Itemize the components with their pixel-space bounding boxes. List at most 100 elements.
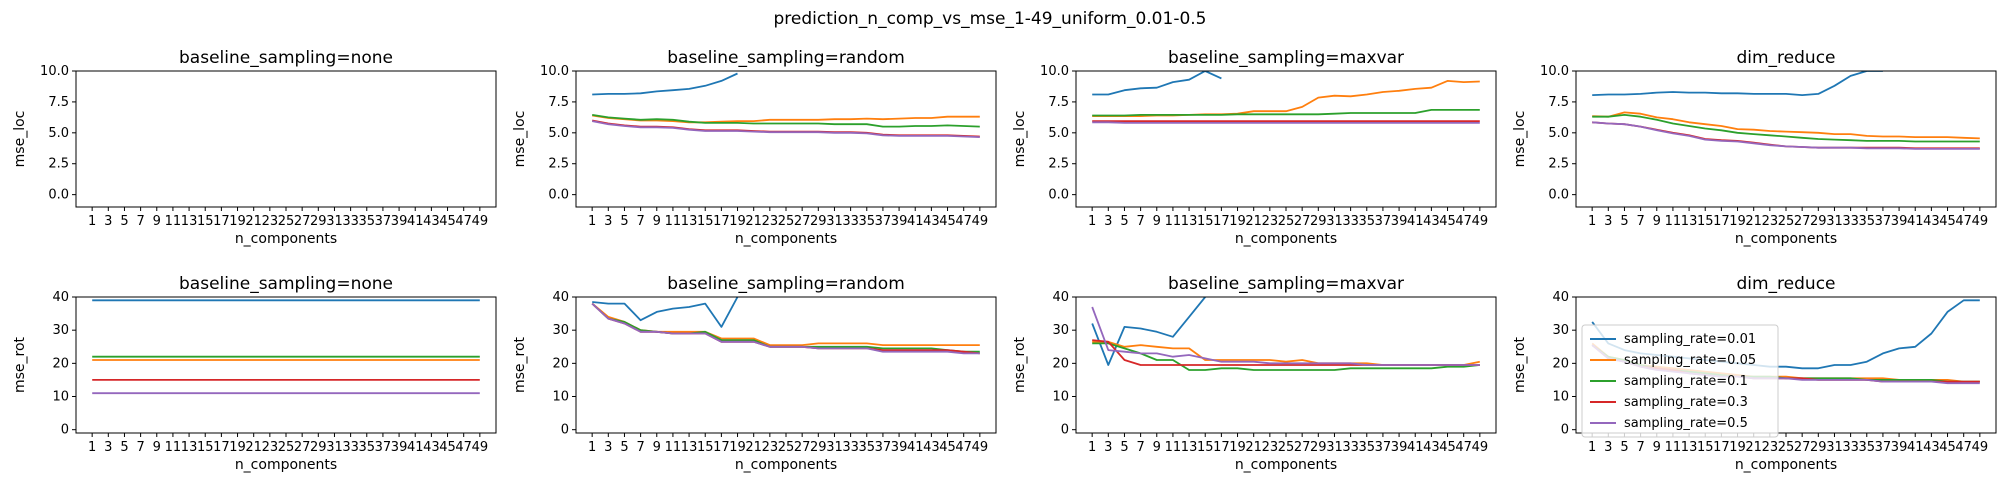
x-tick-label: 29 (310, 440, 327, 455)
x-tick-label: 11 (165, 214, 182, 229)
y-axis-label: mse_rot (512, 336, 528, 393)
y-tick-label: 7.5 (548, 95, 569, 110)
x-tick-label: 3 (1604, 440, 1612, 455)
x-axis-label: n_components (235, 457, 337, 473)
x-tick-label: 41 (907, 440, 924, 455)
legend: sampling_rate=0.01 sampling_rate=0.05samp… (1581, 324, 1779, 438)
x-tick-label: 5 (620, 214, 628, 229)
x-tick-label: 39 (391, 214, 408, 229)
x-tick-label: 45 (1939, 214, 1956, 229)
x-tick-label: 9 (153, 440, 161, 455)
y-tick-label: 0 (1561, 423, 1569, 438)
x-tick-label: 7 (636, 440, 644, 455)
series-line-2 (1092, 80, 1480, 117)
x-tick-label: 33 (842, 440, 859, 455)
y-axis-label: mse_rot (1012, 336, 1028, 393)
x-axis-label: n_components (735, 457, 837, 473)
x-tick-label: 7 (1136, 440, 1144, 455)
subplot-title: dim_reduce (1736, 48, 1835, 68)
axes-frame (1075, 70, 1497, 208)
x-tick-label: 43 (1423, 214, 1440, 229)
y-tick-label: 30 (52, 323, 69, 338)
series-line-3 (1592, 114, 1980, 143)
x-tick-label: 15 (197, 214, 214, 229)
x-tick-label: 33 (1342, 214, 1359, 229)
x-tick-label: 35 (1358, 440, 1375, 455)
x-tick-label: 5 (1120, 214, 1128, 229)
x-tick-label: 7 (136, 440, 144, 455)
subplot-title: baseline_sampling=random (667, 48, 905, 68)
x-tick-label: 3 (104, 214, 112, 229)
x-axis-label: n_components (1735, 457, 1837, 473)
x-tick-label: 17 (1713, 214, 1730, 229)
x-tick-label: 49 (1472, 214, 1489, 229)
x-tick-label: 19 (229, 440, 246, 455)
x-tick-label: 31 (826, 214, 843, 229)
subplot-3: baseline_sampling=maxvar 0.0 2.5 5.0 7.5 10.0… (1012, 48, 1497, 247)
y-tick-label: 20 (552, 356, 569, 371)
y-tick-label: 2.5 (48, 157, 69, 172)
series-group (1092, 71, 1480, 124)
y-tick-label: 30 (1552, 323, 1569, 338)
x-tick-label: 17 (713, 214, 730, 229)
x-tick-label: 29 (1810, 440, 1827, 455)
y-tick-label: 20 (52, 356, 69, 371)
x-tick-label: 11 (1165, 214, 1182, 229)
x-tick-label: 5 (1620, 214, 1628, 229)
x-tick-label: 27 (294, 214, 311, 229)
series-line-3 (1092, 109, 1480, 117)
x-tick-label: 31 (826, 440, 843, 455)
subplot-title: baseline_sampling=maxvar (1168, 48, 1404, 68)
series-line-5 (1092, 121, 1480, 124)
x-tick-label: 21 (1745, 214, 1762, 229)
y-tick-label: 5.0 (548, 126, 569, 141)
x-tick-label: 39 (891, 214, 908, 229)
y-axis-label: mse_loc (12, 111, 28, 168)
y-axis-label: mse_rot (1512, 336, 1528, 393)
x-tick-label: 43 (1423, 440, 1440, 455)
x-tick-label: 39 (1891, 440, 1908, 455)
y-tick-label: 7.5 (1048, 95, 1069, 110)
x-tick-label: 5 (1620, 440, 1628, 455)
x-tick-label: 25 (778, 440, 795, 455)
x-tick-label: 1 (1588, 214, 1596, 229)
subplot-title: baseline_sampling=none (179, 48, 393, 68)
x-tick-label: 13 (181, 214, 198, 229)
y-tick-label: 30 (1052, 323, 1069, 338)
subplot-title: baseline_sampling=maxvar (1168, 274, 1404, 294)
series-line-4 (1592, 121, 1980, 150)
x-tick-label: 19 (729, 214, 746, 229)
x-tick-label: 21 (245, 440, 262, 455)
y-tick-label: 0 (61, 423, 69, 438)
y-tick-label: 0.0 (1548, 188, 1569, 203)
x-tick-label: 49 (1972, 440, 1989, 455)
x-tick-label: 47 (1455, 214, 1472, 229)
y-tick-label: 5.0 (1548, 126, 1569, 141)
x-axis-label: n_components (235, 231, 337, 247)
series-line-5 (1592, 121, 1980, 150)
x-tick-label: 19 (1729, 440, 1746, 455)
y-tick-label: 0.0 (1048, 188, 1069, 203)
x-tick-label: 41 (907, 214, 924, 229)
x-tick-label: 19 (729, 440, 746, 455)
y-tick-label: 2.5 (1048, 157, 1069, 172)
x-tick-label: 25 (778, 214, 795, 229)
x-tick-label: 49 (472, 214, 489, 229)
subplot-2: baseline_sampling=random 0.0 2.5 5.0 7.5 10.0… (512, 48, 997, 247)
x-tick-label: 1 (588, 440, 596, 455)
x-tick-label: 19 (1229, 214, 1246, 229)
x-tick-label: 11 (165, 440, 182, 455)
y-axis-label: mse_loc (1012, 111, 1028, 168)
x-tick-label: 1 (88, 440, 96, 455)
x-tick-label: 9 (153, 214, 161, 229)
x-tick-label: 45 (1439, 440, 1456, 455)
x-tick-label: 45 (939, 214, 956, 229)
x-tick-label: 31 (326, 440, 343, 455)
x-tick-label: 21 (245, 214, 262, 229)
x-tick-label: 25 (1778, 214, 1795, 229)
x-tick-label: 33 (842, 214, 859, 229)
x-tick-label: 13 (1181, 440, 1198, 455)
x-tick-label: 1 (1088, 440, 1096, 455)
